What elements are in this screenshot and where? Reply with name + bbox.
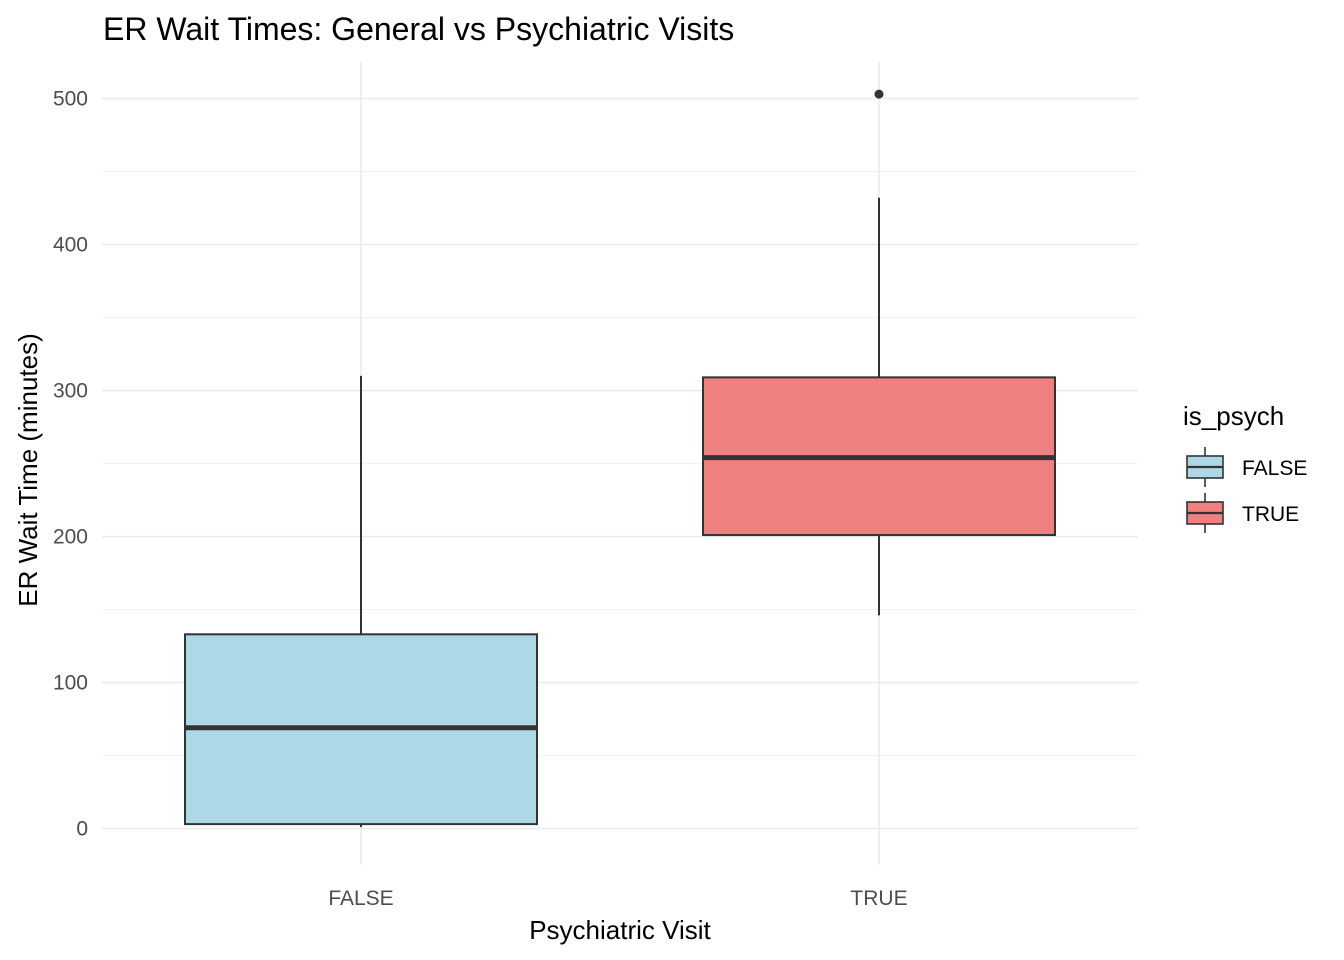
y-axis-title: ER Wait Time (minutes) [13,333,43,607]
y-tick-label: 100 [53,672,88,695]
x-axis-title: Psychiatric Visit [529,915,711,945]
y-tick-label: 200 [53,526,88,549]
legend-item-false: FALSE [1186,447,1307,487]
legend-label: FALSE [1242,457,1307,480]
box-true [702,89,1056,616]
box-false [184,375,538,828]
box-series [184,89,1056,828]
legend: is_psych FALSE TRUE [1183,401,1307,533]
x-tick-label: FALSE [328,887,393,910]
legend-title: is_psych [1183,401,1284,431]
legend-item-true: TRUE [1186,493,1299,533]
x-tick-label: TRUE [850,887,907,910]
y-tick-label: 300 [53,380,88,403]
chart-title: ER Wait Times: General vs Psychiatric Vi… [103,11,734,47]
y-tick-label: 400 [53,234,88,257]
outlier-point [874,89,884,99]
x-axis-ticks: FALSE TRUE [328,887,907,910]
y-tick-label: 500 [53,88,88,111]
y-axis-ticks: 0 100 200 300 400 500 [53,88,88,841]
y-tick-label: 0 [76,818,88,841]
legend-label: TRUE [1242,503,1299,526]
